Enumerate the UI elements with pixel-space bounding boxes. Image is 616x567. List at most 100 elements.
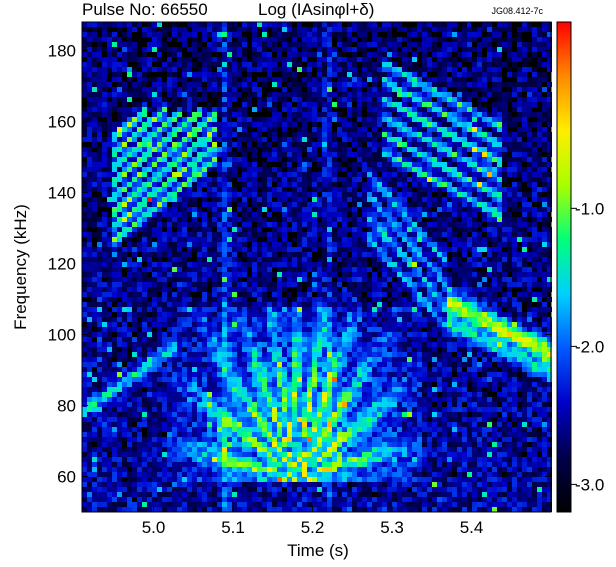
heatmap-cell <box>297 367 302 372</box>
heatmap-cell <box>172 232 177 237</box>
heatmap-cell <box>342 402 347 407</box>
heatmap-cell <box>107 352 112 357</box>
heatmap-cell <box>247 82 252 87</box>
heatmap-cell <box>262 477 267 482</box>
heatmap-cell <box>97 307 102 312</box>
heatmap-cell <box>252 232 257 237</box>
heatmap-cell <box>272 487 277 492</box>
heatmap-cell <box>272 497 277 502</box>
heatmap-cell <box>327 152 332 157</box>
heatmap-cell <box>137 57 142 62</box>
heatmap-cell <box>207 477 212 482</box>
heatmap-cell <box>152 272 157 277</box>
heatmap-cell <box>312 237 317 242</box>
heatmap-cell <box>342 187 347 192</box>
heatmap-cell <box>122 492 127 497</box>
heatmap-cell <box>172 422 177 427</box>
heatmap-cell <box>342 82 347 87</box>
heatmap-cell <box>107 197 112 202</box>
heatmap-cell <box>302 172 307 177</box>
heatmap-cell <box>157 122 162 127</box>
heatmap-cell <box>82 122 87 127</box>
heatmap-cell <box>82 172 87 177</box>
heatmap-cell <box>242 197 247 202</box>
heatmap-cell <box>107 112 112 117</box>
heatmap-cell <box>327 47 332 52</box>
heatmap-cell <box>232 52 237 57</box>
heatmap-cell <box>267 352 272 357</box>
heatmap-cell <box>222 352 227 357</box>
heatmap-cell <box>82 152 87 157</box>
heatmap-cell <box>327 262 332 267</box>
heatmap-cell <box>132 167 137 172</box>
heatmap-cell <box>297 137 302 142</box>
heatmap-cell <box>217 387 222 392</box>
heatmap-cell <box>282 27 287 32</box>
heatmap-cell <box>347 422 352 427</box>
heatmap-cell <box>287 112 292 117</box>
heatmap-cell <box>197 497 202 502</box>
heatmap-cell <box>147 372 152 377</box>
heatmap-cell <box>102 312 107 317</box>
heatmap-cell <box>247 252 252 257</box>
heatmap-cell <box>347 317 352 322</box>
heatmap-cell <box>227 432 232 437</box>
heatmap-cell <box>257 242 262 247</box>
heatmap-cell <box>122 452 127 457</box>
heatmap-cell <box>192 357 197 362</box>
heatmap-cell <box>312 177 317 182</box>
heatmap-cell <box>332 142 337 147</box>
heatmap-cell <box>117 282 122 287</box>
heatmap-cell <box>342 437 347 442</box>
heatmap-cell <box>162 67 167 72</box>
heatmap-cell <box>312 312 317 317</box>
heatmap-cell <box>167 87 172 92</box>
heatmap-cell <box>342 97 347 102</box>
heatmap-cell <box>232 257 237 262</box>
heatmap-cell <box>262 262 267 267</box>
heatmap-cell <box>157 482 162 487</box>
heatmap-cell <box>242 242 247 247</box>
heatmap-cell <box>87 397 92 402</box>
heatmap-cell <box>97 312 102 317</box>
heatmap-cell <box>247 402 252 407</box>
heatmap-cell <box>347 302 352 307</box>
heatmap-cell <box>352 267 357 272</box>
heatmap-cell <box>282 502 287 507</box>
heatmap-cell <box>292 472 297 477</box>
heatmap-cell <box>212 117 217 122</box>
heatmap-cell <box>292 282 297 287</box>
heatmap-cell <box>332 327 337 332</box>
heatmap-cell <box>167 342 172 347</box>
heatmap-cell <box>237 207 242 212</box>
heatmap-cell <box>202 302 207 307</box>
heatmap-cell <box>207 142 212 147</box>
heatmap-cell <box>252 502 257 507</box>
heatmap-cell <box>137 122 142 127</box>
heatmap-cell <box>302 452 307 457</box>
heatmap-cell <box>252 122 257 127</box>
heatmap-cell <box>327 197 332 202</box>
heatmap-cell <box>342 117 347 122</box>
heatmap-cell <box>117 37 122 42</box>
heatmap-cell <box>127 117 132 122</box>
heatmap-cell <box>102 482 107 487</box>
heatmap-cell <box>332 252 337 257</box>
heatmap-cell <box>192 317 197 322</box>
heatmap-cell <box>207 117 212 122</box>
heatmap-cell <box>177 62 182 67</box>
heatmap-cell <box>312 457 317 462</box>
heatmap-cell <box>162 292 167 297</box>
heatmap-cell <box>347 282 352 287</box>
heatmap-cell <box>297 452 302 457</box>
heatmap-cell <box>162 367 167 372</box>
heatmap-cell <box>172 177 177 182</box>
heatmap-cell <box>127 377 132 382</box>
heatmap-cell <box>247 482 252 487</box>
heatmap-cell <box>197 392 202 397</box>
heatmap-cell <box>112 152 117 157</box>
heatmap-cell <box>332 197 337 202</box>
heatmap-cell <box>272 247 277 252</box>
heatmap-cell <box>112 42 117 47</box>
heatmap-cell <box>282 352 287 357</box>
